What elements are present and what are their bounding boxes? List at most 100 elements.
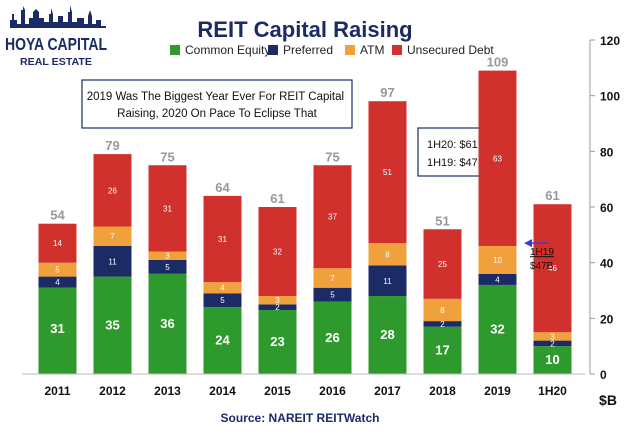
data-label-common-equity-2014: 24: [215, 333, 230, 348]
data-label-atm-2015: 3: [275, 296, 280, 305]
data-label-atm-2016: 7: [330, 274, 335, 283]
bar-preferred-2018: [423, 321, 462, 327]
comparison-line-1: 1H20: $61B: [427, 139, 485, 151]
x-tick-label-2015: 2015: [264, 384, 291, 398]
data-label-atm-1h20: 3: [550, 332, 555, 341]
bar-common-equity-1h20: [533, 346, 572, 374]
logo-line2: REAL ESTATE: [20, 56, 92, 68]
bar-group-2015: 23 23 32 61 2015: [258, 191, 297, 398]
total-label-2013: 75: [160, 149, 174, 164]
x-tick-label-2013: 2013: [154, 384, 181, 398]
data-label-common-equity-2016: 26: [325, 330, 339, 345]
bar-common-equity-2012: [93, 276, 132, 374]
bar-unsecured-debt-2012: [93, 154, 132, 227]
data-label-preferred-2013: 5: [165, 263, 170, 272]
headline-box: [81, 79, 353, 129]
x-tick-label-2014: 2014: [209, 384, 236, 398]
skyline-icon: [6, 5, 106, 28]
data-label-atm-2019: 10: [493, 256, 502, 265]
data-label-unsecured-debt-2012: 26: [108, 186, 117, 195]
bar-unsecured-debt-2019: [478, 70, 517, 246]
data-label-preferred-2012: 11: [108, 257, 117, 266]
bar-preferred-2013: [148, 259, 187, 274]
data-label-unsecured-debt-2018: 25: [438, 260, 447, 269]
data-label-unsecured-debt-2014: 31: [218, 235, 227, 244]
bar-preferred-2015: [258, 304, 297, 310]
bar-group-2014: 24 5 4 31 64 2014: [203, 180, 242, 398]
data-label-atm-2013: 3: [165, 252, 170, 261]
comparison-line-2: 1H19: $47B: [427, 157, 485, 169]
data-label-common-equity-2019: 32: [490, 321, 504, 336]
bar-preferred-2019: [478, 273, 517, 285]
data-label-common-equity-1h20: 10: [545, 352, 559, 367]
data-label-common-equity-2011: 31: [50, 321, 64, 336]
data-label-common-equity-2012: 35: [105, 317, 119, 332]
x-tick-label-2019: 2019: [484, 384, 511, 398]
bar-group-2019: 32 4 10 63 109 2019: [478, 55, 517, 398]
bar-group-2013: 36 5 3 31 75 2013: [148, 149, 187, 398]
source-note: Source: NAREIT REITWatch: [221, 411, 380, 425]
bar-atm-2012: [93, 226, 132, 246]
hoya-logo: HOYA CAPITAL REAL ESTATE: [5, 5, 107, 68]
legend-swatch-preferred: [268, 45, 278, 55]
bar-unsecured-debt-2015: [258, 207, 297, 297]
legend-label-preferred: Preferred: [283, 43, 333, 57]
data-label-preferred-2011: 4: [55, 278, 60, 287]
bar-group-1h20: 10 23 46 61 1H20: [533, 188, 572, 398]
data-label-atm-2011: 5: [55, 266, 60, 275]
bar-common-equity-2015: [258, 309, 297, 374]
data-label-preferred-2019: 4: [495, 275, 500, 284]
bar-atm-2014: [203, 282, 242, 294]
y-tick-label: 100: [600, 90, 620, 104]
bar-atm-2016: [313, 268, 352, 288]
bar-atm-2018: [423, 298, 462, 322]
bar-common-equity-2011: [38, 287, 77, 374]
x-tick-label-2011: 2011: [44, 384, 70, 398]
y-tick-label: 0: [600, 368, 607, 382]
bar-group-2011: 31 4 5 14 54 2011: [38, 208, 77, 398]
bar-unsecured-debt-2011: [38, 223, 77, 263]
bar-preferred-2017: [368, 265, 407, 297]
bar-group-2012: 35 11 7 26 79 2012: [93, 138, 132, 398]
bar-atm-2019: [478, 245, 517, 274]
bar-unsecured-debt-2013: [148, 165, 187, 252]
headline-line-2: Raising, 2020 On Pace To Eclipse That: [117, 108, 317, 120]
total-label-2016: 75: [325, 149, 339, 164]
data-label-common-equity-2018: 17: [435, 342, 449, 357]
bar-common-equity-2013: [148, 273, 187, 374]
bar-common-equity-2016: [313, 301, 352, 374]
headline-annotation: 2019 Was The Biggest Year Ever For REIT …: [81, 79, 353, 129]
legend-swatch-unsecured-debt: [392, 45, 402, 55]
logo-line1: HOYA CAPITAL: [5, 34, 107, 54]
bar-atm-1h20: [533, 332, 572, 341]
total-label-2019: 109: [487, 55, 509, 70]
data-label-unsecured-debt-2013: 31: [163, 204, 172, 213]
total-label-2011: 54: [50, 208, 65, 223]
bar-preferred-2011: [38, 276, 77, 288]
headline-text: 2019 Was The Biggest Year Ever For REIT …: [87, 91, 348, 120]
x-tick-label-2017: 2017: [374, 384, 401, 398]
comparison-box: [417, 127, 491, 177]
x-tick-label-1h20: 1H20: [538, 384, 567, 398]
bar-group-2017: 28 11 8 51 97 2017: [368, 85, 407, 398]
data-label-preferred-1h20: 2: [550, 339, 555, 348]
bar-preferred-2012: [93, 245, 132, 277]
legend-swatch-common-equity: [170, 45, 180, 55]
data-label-unsecured-debt-2011: 14: [53, 239, 62, 248]
legend-label-unsecured-debt: Unsecured Debt: [407, 43, 494, 57]
bar-unsecured-debt-2017: [368, 101, 407, 244]
bar-atm-2011: [38, 262, 77, 277]
total-label-2015: 61: [270, 191, 284, 206]
bar-common-equity-2014: [203, 307, 242, 374]
total-label-1h20: 61: [545, 188, 559, 203]
data-label-preferred-2014: 5: [220, 296, 225, 305]
data-label-unsecured-debt-1h20: 46: [548, 264, 557, 273]
y-tick-label: 60: [600, 201, 614, 215]
data-label-atm-2014: 4: [220, 284, 225, 293]
comparison-annotation: 1H20: $61B 1H19: $47B: [417, 127, 491, 177]
data-label-common-equity-2017: 28: [380, 327, 394, 342]
legend-label-common-equity: Common Equity: [185, 43, 270, 57]
x-tick-label-2018: 2018: [429, 384, 456, 398]
y-axis-label: $B: [599, 392, 617, 408]
